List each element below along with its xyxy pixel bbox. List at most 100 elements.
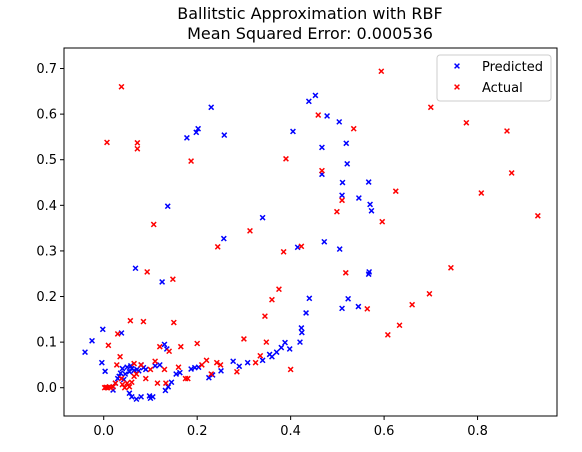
data-point-actual [287,366,294,373]
data-point-predicted [244,359,251,366]
data-point-actual [379,218,386,225]
data-point-actual [426,290,433,297]
data-point-actual [147,366,154,373]
data-point-predicted [282,339,288,346]
data-point-actual [156,343,163,350]
y-tick-label: 0.5 [36,153,57,168]
data-point-actual [333,208,340,215]
legend-marker-actual [454,84,460,90]
legend-marker-predicted-x [454,63,460,69]
data-point-predicted [343,140,350,147]
data-point-actual [315,112,322,118]
data-point-predicted [339,192,345,199]
data-point-actual [140,318,147,325]
data-point-predicted [191,364,198,371]
data-point-predicted [297,339,303,346]
data-point-predicted [339,179,346,186]
data-point-predicted [205,374,212,381]
y-tick-label: 0.6 [36,108,57,123]
data-point-actual [342,269,349,276]
data-point-predicted [259,357,266,364]
data-point-actual [240,336,247,342]
data-point-actual [350,125,357,132]
data-point-predicted [164,203,171,210]
data-point-actual [463,119,470,126]
data-point-actual [217,361,224,368]
data-point-actual [339,197,345,204]
data-point-predicted [159,279,166,285]
data-point-predicted [273,349,280,356]
data-point-predicted [220,235,227,242]
data-point-actual [427,104,434,111]
data-point-predicted [89,337,95,344]
y-axis: 0.0 0.1 0.2 0.3 0.4 0.5 0.6 0.7 [36,62,64,396]
x-tick-label: 0.0 [93,424,114,439]
data-point-predicted [339,305,345,312]
data-point-actual [119,381,126,388]
data-point-predicted [366,268,373,275]
data-point-predicted [266,351,273,358]
data-point-actual [134,139,141,146]
legend-marker-predicted [454,63,460,69]
data-point-actual [447,264,454,271]
data-point-predicted [138,393,145,400]
data-point-actual [101,384,108,391]
data-point-actual [131,373,138,380]
data-point-predicted [152,362,159,369]
data-point-predicted [133,396,140,403]
data-point-predicted [368,207,375,214]
data-point-predicted [208,104,215,111]
data-point-actual [126,383,133,390]
data-point-predicted [298,329,305,336]
data-point-actual [124,380,131,387]
legend: Predicted Actual [436,54,552,102]
data-point-predicted [221,132,228,139]
data-point-actual [384,331,391,338]
data-point-actual [142,375,149,382]
data-point-actual [247,227,253,234]
data-point-predicted [132,265,139,272]
data-point-actual [105,342,112,349]
data-point-actual [213,359,220,366]
data-point-predicted [306,295,313,302]
legend-box [436,54,552,102]
series-layer [82,68,541,403]
data-point-actual [127,317,134,324]
data-point-actual [184,375,191,382]
data-point-predicted [286,346,293,352]
data-point-actual [113,361,120,368]
data-point-predicted [344,160,351,167]
data-point-predicted [290,128,296,135]
data-point-actual [131,360,138,367]
data-point-actual [166,348,173,355]
data-point-actual [177,343,184,350]
data-point-actual [396,322,403,329]
y-tick-label: 0.1 [36,336,57,351]
plot-area [63,47,558,417]
data-point-actual [117,353,124,360]
data-point-predicted [161,341,168,348]
data-point-predicted [156,361,163,368]
data-point-actual [118,83,125,90]
x-tick-label: 0.2 [187,424,208,439]
data-point-actual [114,330,121,337]
data-point-actual [257,352,264,359]
y-tick-label: 0.0 [36,381,57,396]
y-tick-label: 0.2 [36,290,57,305]
data-point-actual [208,371,215,377]
data-point-actual [508,170,515,176]
data-point-predicted [149,393,156,400]
data-point-actual [534,212,541,219]
data-point-actual [478,190,485,196]
data-point-actual [134,145,141,152]
data-point-actual [280,248,287,255]
data-point-predicted [82,349,88,356]
data-point-predicted [321,238,328,245]
data-point-predicted [367,201,374,208]
data-point-predicted [259,214,266,221]
data-point-actual [150,221,157,228]
data-point-actual [188,158,195,165]
data-point-actual [364,305,371,312]
data-point-actual [262,313,268,320]
